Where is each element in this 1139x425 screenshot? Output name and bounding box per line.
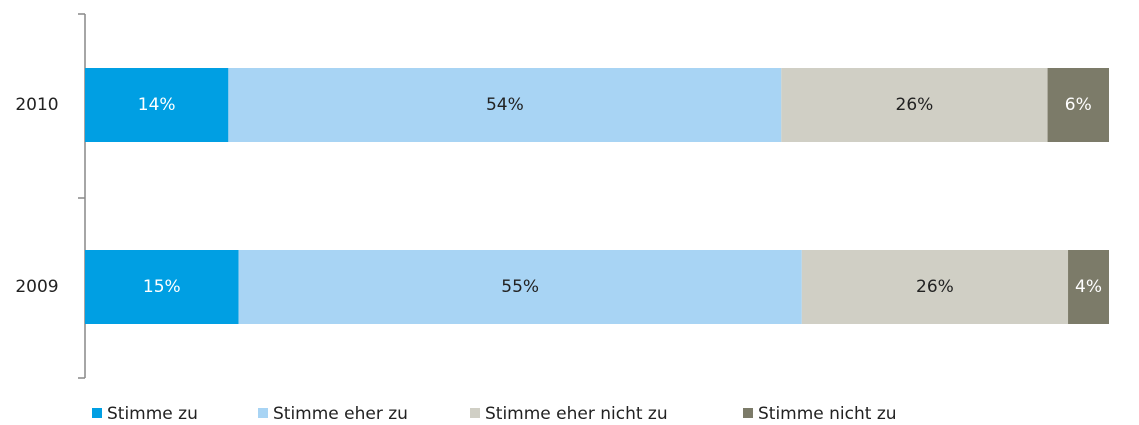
legend-swatch xyxy=(470,408,480,418)
y-tick-label: 2010 xyxy=(15,95,58,115)
bar-segment xyxy=(1047,68,1109,142)
legend-swatch xyxy=(743,408,753,418)
bar-segment xyxy=(85,68,229,142)
data-label: 6% xyxy=(1065,95,1092,115)
bar-segment xyxy=(1068,250,1109,324)
legend-label: Stimme eher zu xyxy=(273,404,408,424)
data-label: 26% xyxy=(896,95,934,115)
bar-segment xyxy=(781,68,1048,142)
y-tick-label: 2009 xyxy=(15,277,58,297)
legend-label: Stimme eher nicht zu xyxy=(485,404,668,424)
bar-segment xyxy=(238,250,802,324)
bar-segment xyxy=(85,250,239,324)
data-label: 54% xyxy=(486,95,524,115)
data-label: 14% xyxy=(138,95,176,115)
bar-segment xyxy=(228,68,782,142)
legend-label: Stimme zu xyxy=(107,404,198,424)
data-label: 55% xyxy=(501,277,539,297)
legend-swatch xyxy=(258,408,268,418)
data-label: 15% xyxy=(143,277,181,297)
bar-segment xyxy=(801,250,1069,324)
legend-swatch xyxy=(92,408,102,418)
legend-label: Stimme nicht zu xyxy=(758,404,897,424)
data-label: 26% xyxy=(916,277,954,297)
data-label: 4% xyxy=(1075,277,1102,297)
